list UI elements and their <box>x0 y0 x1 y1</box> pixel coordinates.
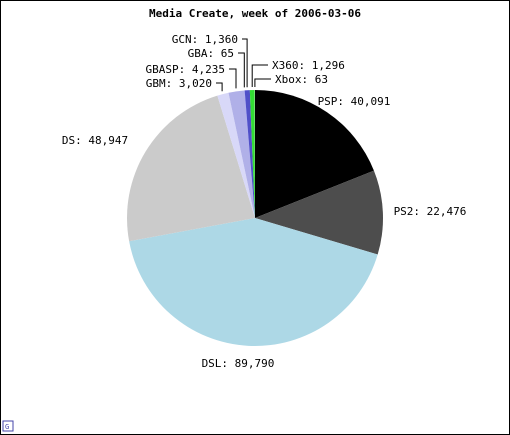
leader-lines <box>216 38 271 92</box>
leader-line-gcn <box>242 38 248 88</box>
chart-title: Media Create, week of 2006-03-06 <box>149 7 361 20</box>
slice-label-ps2: PS2: 22,476 <box>394 205 467 218</box>
pie-slice-x360 <box>249 90 255 218</box>
leader-line-gbasp <box>229 68 237 89</box>
leader-line-x360 <box>251 64 268 87</box>
slice-label-xbox: Xbox: 63 <box>275 73 328 86</box>
leader-line-gbm <box>216 82 223 92</box>
pie-slice-gbm <box>217 92 255 218</box>
leader-line-gba <box>238 52 245 88</box>
pie-slice-dsl <box>129 218 378 347</box>
pie-slice-ps2 <box>255 170 384 255</box>
pie-slice-psp <box>255 90 374 218</box>
slice-label-psp: PSP: 40,091 <box>318 95 391 108</box>
slice-label-ds: DS: 48,947 <box>62 134 128 147</box>
pie-slices <box>126 89 384 347</box>
slice-label-gcn: GCN: 1,360 <box>172 33 238 46</box>
pie-slice-ds <box>126 95 256 242</box>
slice-label-gbasp: GBASP: 4,235 <box>146 63 225 76</box>
pie-slice-gbasp <box>228 90 255 218</box>
watermark-letter: G <box>5 423 9 431</box>
pie-slice-gcn <box>244 90 255 218</box>
pie-slice-gba <box>244 90 255 218</box>
slice-label-dsl: DSL: 89,790 <box>202 357 275 370</box>
slice-label-gbm: GBM: 3,020 <box>146 77 212 90</box>
slice-label-x360: X360: 1,296 <box>272 59 345 72</box>
slice-labels: PSP: 40,091 PS2: 22,476 DSL: 89,790 DS: 48,… <box>62 33 467 370</box>
leader-line-xbox <box>254 78 271 87</box>
slice-label-gba: GBA: 65 <box>188 47 234 60</box>
watermark-logo: G <box>2 420 14 432</box>
